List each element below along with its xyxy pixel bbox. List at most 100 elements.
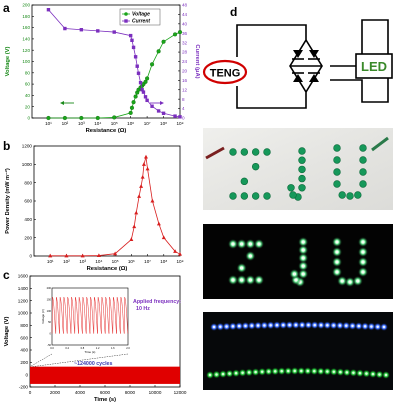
x-tick-label: 10³ — [79, 259, 86, 264]
led-blue-core — [357, 324, 361, 328]
inset-y-tick-label: 100 — [47, 309, 52, 313]
data-point — [113, 251, 118, 256]
led-blue-core — [275, 323, 279, 327]
led-core-dot — [335, 260, 339, 264]
y-tick-label: 200 — [22, 3, 30, 8]
led-unlit-dot — [229, 148, 237, 156]
led-core-dot — [292, 272, 296, 276]
led-unlit-dot — [240, 148, 249, 156]
x-tick-label: 10⁴ — [95, 259, 102, 264]
data-point-current — [138, 80, 143, 85]
led-blue-core — [282, 323, 285, 327]
y-tick-label: -200 — [19, 385, 29, 390]
data-point-current — [173, 114, 177, 118]
data-point — [156, 221, 161, 226]
led-green-core — [371, 372, 375, 376]
data-point-voltage — [133, 94, 138, 99]
x-tick-label: 10⁵ — [112, 259, 119, 264]
data-point-voltage — [62, 115, 67, 121]
y-tick-label: 200 — [20, 360, 28, 365]
x-tick-label: 10⁹ — [176, 259, 183, 264]
led-core-dot — [361, 250, 365, 254]
led-core-dot — [240, 278, 244, 282]
led-blue-core — [326, 324, 329, 327]
y-tick-label: 800 — [24, 180, 32, 185]
data-point-current — [133, 55, 138, 59]
y2-tick-label: 20 — [182, 69, 188, 74]
data-point — [150, 198, 155, 203]
diode-icon — [293, 74, 303, 82]
led-green-core — [332, 370, 336, 373]
y2-tick-label: 28 — [182, 50, 188, 55]
led-blue-core — [288, 323, 291, 327]
led-green-core — [365, 372, 368, 375]
circuit-wire-top — [236, 24, 282, 57]
led-blue-core — [363, 325, 367, 328]
y-tick-label: 1200 — [18, 298, 29, 303]
led-green-core — [260, 370, 264, 373]
legend-label-current: Current — [132, 19, 150, 25]
data-point-current — [145, 98, 149, 103]
led-core-dot — [361, 260, 365, 264]
led-blue-core — [332, 324, 335, 327]
x-tick-label: 10⁶ — [128, 259, 135, 264]
led-core-dot — [248, 242, 252, 246]
led-unlit-dot — [251, 162, 260, 171]
left-arrow-head-icon — [60, 101, 64, 105]
data-point-voltage — [131, 100, 136, 105]
y2-tick-label: 44 — [182, 12, 188, 17]
led-blue-core — [219, 325, 222, 328]
y2-axis-label: Current (μA) — [194, 44, 200, 78]
x-tick-label: 10¹ — [45, 121, 52, 126]
y2-tick-label: 4 — [182, 106, 185, 111]
y-axis-label: Voltage (V) — [5, 47, 11, 77]
y-tick-label: 120 — [22, 48, 30, 53]
led-unlit-dot — [359, 168, 367, 176]
led-core-dot — [301, 240, 305, 244]
led-core-dot — [301, 264, 305, 268]
y-tick-label: 80 — [25, 70, 31, 75]
led-blue-core — [319, 323, 323, 327]
data-point — [137, 194, 142, 198]
x-axis-label: Resistance (Ω) — [86, 128, 127, 134]
circuit-wire-bottom — [236, 86, 282, 109]
inset-y-tick-label: 0 — [50, 332, 52, 336]
x-tick-label: 10² — [63, 259, 70, 264]
data-point-voltage — [112, 115, 117, 120]
data-point-voltage — [129, 105, 135, 110]
y-tick-label: 1200 — [22, 144, 33, 149]
data-point-voltage — [156, 49, 161, 54]
data-point — [134, 210, 139, 215]
led-green-core — [267, 370, 270, 373]
data-point — [129, 237, 134, 241]
led-unlit-dot — [359, 156, 367, 164]
y-tick-label: 180 — [22, 14, 30, 19]
led-green-core — [273, 370, 277, 373]
led-unlit-dot — [240, 177, 249, 186]
led-unlit-dot — [333, 156, 341, 164]
x-tick-label: 10⁸ — [160, 259, 167, 264]
led-green-core — [221, 372, 225, 376]
led-green-core — [384, 373, 388, 377]
y-tick-label: 400 — [20, 348, 28, 353]
data-point — [139, 184, 144, 188]
led-green-core — [287, 369, 290, 373]
led-unlit-dot — [229, 192, 237, 200]
led-blue-core — [269, 324, 272, 327]
inset-x-tick-label: 0.8 — [81, 346, 85, 350]
data-point — [64, 253, 69, 258]
y-tick-label: 40 — [25, 93, 31, 98]
inset-frame — [51, 287, 129, 346]
data-point — [140, 174, 145, 179]
data-point-current — [143, 95, 148, 99]
led-unlit-dot — [287, 184, 295, 192]
data-point — [143, 154, 148, 159]
led-unlit-dot — [289, 191, 297, 199]
photo-zju-daylight — [203, 128, 393, 210]
led-green-core — [319, 370, 323, 373]
zoom-connector-right — [32, 353, 129, 367]
data-point-voltage — [143, 79, 148, 84]
led-unlit-dot — [359, 180, 367, 188]
panel-letter-a: a — [3, 1, 10, 15]
led-green-core — [313, 369, 316, 373]
